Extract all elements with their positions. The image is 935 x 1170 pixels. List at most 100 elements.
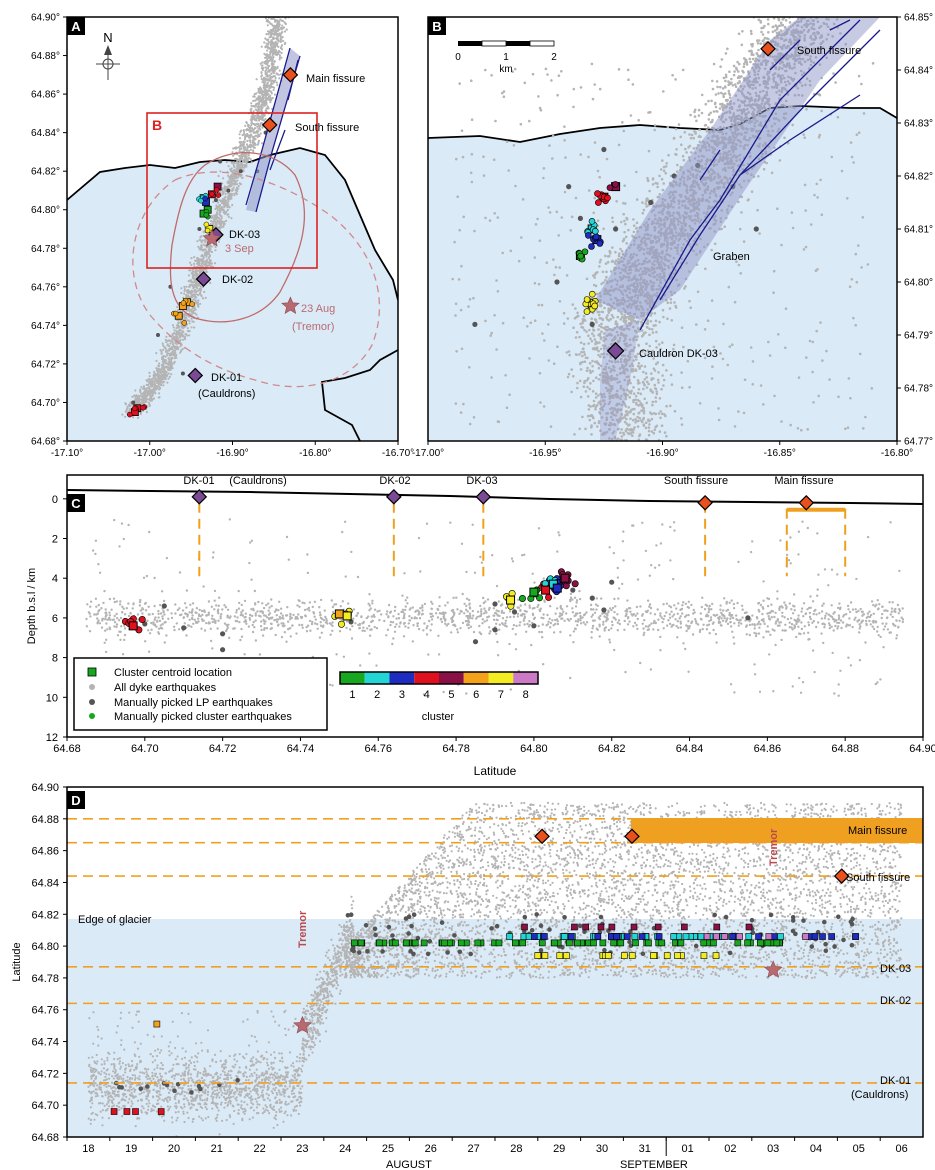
panel-d-cluster-event bbox=[132, 1108, 139, 1115]
panel-d-cluster-event bbox=[734, 939, 742, 947]
label-main-fissure: Main fissure bbox=[306, 73, 365, 85]
panel-a-cluster-earthquake bbox=[202, 195, 208, 202]
c-xlabel: Latitude bbox=[474, 764, 517, 778]
panel-c-earthquakes bbox=[85, 518, 905, 698]
panel-d-cluster-event bbox=[561, 933, 568, 940]
inset-b-label: B bbox=[152, 117, 162, 133]
panel-d-x-tick-label: 01 bbox=[681, 1143, 693, 1155]
panel-b-cluster-earthquake bbox=[595, 199, 602, 206]
panel-d-cluster-event bbox=[556, 952, 564, 959]
colorbar-tick-label: 3 bbox=[399, 689, 405, 701]
panel-d-x-tick-label: 24 bbox=[339, 1143, 351, 1155]
c-top-south: South fissure bbox=[664, 475, 728, 487]
panel-d-cluster-event bbox=[590, 939, 597, 947]
panel-d-fissure-vent bbox=[624, 828, 640, 845]
colorbar-tick-label: 7 bbox=[498, 689, 504, 701]
panel-b-cluster-earthquake bbox=[592, 233, 600, 240]
colorbar-tick-label: 6 bbox=[473, 689, 479, 701]
panel-c-cluster-centroid bbox=[334, 609, 344, 619]
svg-text:B: B bbox=[432, 19, 441, 34]
panel-b-y-tick-label: 64.77° bbox=[904, 437, 933, 448]
panel-c-cluster-centroid bbox=[560, 573, 570, 583]
panel-a-cluster-earthquake bbox=[140, 405, 146, 411]
panel-d-cluster-event bbox=[645, 939, 652, 947]
panel-a-cluster-earthquake bbox=[126, 411, 133, 418]
panel-a-tremor-star bbox=[281, 296, 300, 315]
panel-d-x-tick-label: 03 bbox=[767, 1143, 779, 1155]
panel-b-cluster-earthquake bbox=[612, 181, 619, 188]
panel-d-cluster-event bbox=[765, 933, 773, 940]
panel-d-cluster-event bbox=[574, 939, 581, 947]
panel-d-x-tick-label: 04 bbox=[810, 1143, 822, 1155]
panel-d-cluster-event bbox=[594, 933, 602, 940]
panel-a-cluster-earthquake bbox=[131, 405, 138, 412]
colorbar-tick-label: 1 bbox=[349, 689, 355, 701]
panel-b-y-tick-label: 64.83° bbox=[904, 119, 933, 130]
panel-b-x-tick-label: -16.90° bbox=[646, 448, 678, 459]
panel-a-cauldron-marker bbox=[195, 271, 212, 287]
panel-d-cluster-event bbox=[677, 939, 685, 947]
panel-c-y-tick-label: 12 bbox=[46, 732, 58, 744]
panel-d-cluster-event bbox=[376, 939, 383, 947]
panel-d-y-tick-label: 64.80 bbox=[31, 941, 59, 953]
panel-label-b: B bbox=[428, 17, 446, 35]
c-top-dk01: DK-01 bbox=[183, 475, 214, 487]
panel-d-cluster-event bbox=[745, 933, 753, 940]
svg-text:C: C bbox=[71, 496, 81, 511]
panel-a-glacier bbox=[67, 148, 398, 441]
panel-c-cauldron-marker bbox=[475, 488, 492, 505]
panel-b-cluster-earthquake bbox=[581, 248, 589, 256]
panel-b-cluster-earthquake bbox=[604, 194, 611, 202]
panel-d-cluster-event bbox=[420, 939, 428, 947]
svg-text:2: 2 bbox=[551, 52, 557, 63]
panel-a-fault-line bbox=[245, 47, 291, 206]
panel-d-cluster-event bbox=[153, 1020, 161, 1028]
svg-text:1: 1 bbox=[503, 52, 509, 63]
panel-b-y-tick-label: 64.79° bbox=[904, 331, 933, 342]
panel-a-cluster-earthquake bbox=[189, 301, 195, 307]
label-23aug: 23 Aug bbox=[301, 303, 335, 315]
panel-d-cluster-event bbox=[713, 923, 721, 931]
legend-all-swatch bbox=[89, 684, 95, 690]
panel-d-x-tick-label: 26 bbox=[425, 1143, 437, 1155]
legend-centroid-swatch bbox=[87, 667, 97, 677]
panel-d-tremor-star bbox=[763, 960, 783, 978]
panel-a-y-tick-label: 64.80° bbox=[31, 205, 60, 216]
c-top-main: Main fissure bbox=[774, 475, 833, 487]
panel-b-x-tick-label: -16.95° bbox=[529, 448, 561, 459]
panel-c-y-tick-label: 4 bbox=[52, 573, 58, 585]
panel-d-cluster-event bbox=[511, 939, 519, 947]
panel-d-cluster-event bbox=[110, 1108, 118, 1115]
panel-b-cluster-earthquake bbox=[594, 190, 601, 197]
panel-a-cluster-earthquake bbox=[213, 187, 220, 193]
panel-a-graben-band bbox=[246, 48, 300, 212]
panel-d-cluster-event bbox=[531, 933, 538, 940]
panel-a-y-tick-label: 64.78° bbox=[31, 244, 60, 255]
panel-d-cluster-event bbox=[811, 933, 819, 940]
panel-d-x-tick-label: 18 bbox=[82, 1143, 94, 1155]
panel-a-cluster-earthquake bbox=[180, 300, 187, 306]
panel-c-cluster-earthquake bbox=[518, 595, 526, 603]
panel-b-fissure-vent bbox=[760, 40, 776, 57]
panel-d-y-tick-label: 64.76 bbox=[31, 1005, 59, 1017]
panel-c-y-tick-label: 0 bbox=[52, 494, 58, 506]
panel-d-cluster-event bbox=[757, 939, 764, 947]
label-cauldron-dk03: Cauldron DK-03 bbox=[639, 348, 718, 360]
d-label-dk03: DK-03 bbox=[880, 963, 911, 975]
panel-a-x-tick-label: -16.70° bbox=[382, 448, 414, 459]
panel-c-cluster-earthquake bbox=[545, 593, 553, 601]
panel-a-y-tick-label: 64.74° bbox=[31, 321, 60, 332]
d-glacier-label: Edge of glacier bbox=[78, 914, 152, 926]
label-dk03-a: DK-03 bbox=[229, 229, 260, 241]
panel-b-cluster-earthquake bbox=[592, 227, 599, 235]
panel-b-y-tick-label: 64.78° bbox=[904, 384, 933, 395]
panel-d-cluster-event bbox=[402, 939, 410, 947]
panel-d-x-tick-label: 29 bbox=[553, 1143, 565, 1155]
panel-d-cluster-event bbox=[551, 939, 558, 947]
panel-d-cluster-event bbox=[457, 939, 465, 947]
panel-b-x-tick-label: -16.85° bbox=[764, 448, 796, 459]
panel-b-fault-line bbox=[769, 39, 801, 71]
panel-a-fissure-vent bbox=[261, 117, 278, 133]
panel-d-y-tick-label: 64.84 bbox=[31, 877, 59, 889]
panel-b-y-tick-label: 64.85° bbox=[904, 13, 933, 24]
